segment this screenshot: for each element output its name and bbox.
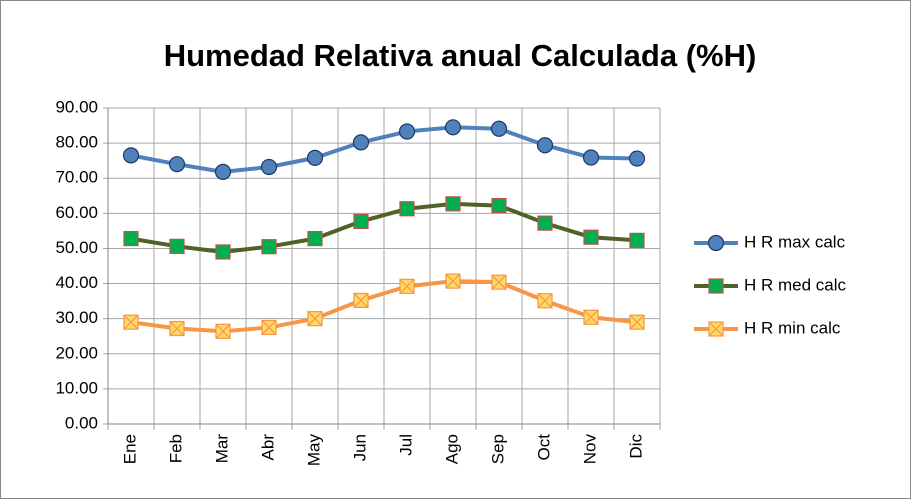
- marker: [629, 232, 645, 248]
- marker-box: [445, 196, 461, 212]
- x-tick-label: Dic: [626, 434, 645, 459]
- marker: [261, 319, 277, 336]
- marker-cross: [583, 309, 599, 325]
- marker: [260, 158, 278, 176]
- legend-label: H R max calc: [744, 232, 846, 251]
- marker: [583, 309, 599, 325]
- marker: [123, 314, 139, 330]
- y-tick-label: 60.00: [55, 203, 98, 222]
- y-tick-label: 30.00: [55, 308, 98, 327]
- marker-box: [537, 215, 553, 231]
- x-tick-label: Mar: [212, 434, 231, 464]
- marker: [708, 278, 724, 294]
- marker: [352, 134, 370, 151]
- marker-cross: [353, 292, 369, 308]
- x-tick-label: Jul: [396, 434, 415, 456]
- marker-cross: [261, 320, 277, 335]
- marker-cross: [123, 314, 139, 330]
- marker-box: [629, 232, 645, 248]
- marker-cross: [399, 278, 415, 294]
- marker: [628, 150, 646, 167]
- marker-box: [583, 229, 599, 245]
- marker: [445, 273, 461, 289]
- marker: [537, 215, 553, 231]
- marker-box: [261, 239, 277, 255]
- marker: [169, 320, 185, 337]
- marker: [707, 234, 725, 252]
- marker-cross: [307, 311, 323, 327]
- marker-cross: [537, 293, 553, 309]
- marker: [215, 323, 231, 339]
- x-tick-label: Nov: [580, 434, 599, 465]
- marker: [399, 201, 415, 217]
- marker: [169, 238, 185, 254]
- y-tick-label: 40.00: [55, 273, 98, 292]
- marker: [398, 123, 416, 140]
- x-tick-label: Ago: [442, 434, 461, 464]
- marker-box: [491, 198, 507, 214]
- marker-cross: [215, 323, 231, 339]
- marker: [537, 293, 553, 309]
- marker-box: [307, 231, 323, 247]
- marker-box: [123, 231, 139, 247]
- x-tick-label: Ene: [120, 434, 139, 464]
- marker-box: [215, 244, 231, 260]
- x-tick-label: Abr: [258, 434, 277, 461]
- legend-label: H R med calc: [744, 275, 847, 294]
- marker-box: [708, 278, 724, 294]
- series-line: [130, 201, 638, 254]
- marker: [629, 314, 645, 330]
- y-tick-label: 70.00: [55, 168, 98, 187]
- y-tick-label: 20.00: [55, 343, 98, 362]
- marker-box: [353, 213, 369, 230]
- x-tick-label: Feb: [166, 434, 185, 463]
- marker: [582, 149, 600, 166]
- x-tick-label: Jun: [350, 434, 369, 461]
- y-tick-label: 10.00: [55, 378, 98, 397]
- marker: [123, 231, 139, 247]
- marker-cross: [629, 314, 645, 330]
- y-tick-label: 0.00: [65, 413, 98, 432]
- marker-cross: [169, 321, 185, 336]
- marker: [491, 274, 507, 290]
- marker: [708, 321, 724, 337]
- y-tick-label: 90.00: [55, 97, 98, 116]
- y-tick-label: 50.00: [55, 238, 98, 257]
- series-line: [130, 279, 638, 334]
- marker-box: [399, 201, 415, 217]
- marker-box: [169, 238, 185, 254]
- marker: [490, 120, 508, 137]
- y-tick-label: 80.00: [55, 133, 98, 152]
- x-tick-label: Sep: [488, 434, 507, 464]
- legend-label: H R min calc: [744, 318, 841, 337]
- marker: [214, 163, 232, 181]
- marker: [353, 213, 369, 230]
- marker: [353, 292, 369, 309]
- marker-cross: [708, 321, 724, 337]
- marker: [583, 229, 599, 245]
- marker: [261, 239, 277, 255]
- chart-title: Humedad Relativa anual Calculada (%H): [164, 38, 757, 73]
- marker: [536, 137, 554, 154]
- marker: [122, 147, 140, 164]
- marker: [307, 311, 323, 327]
- marker: [444, 119, 462, 136]
- marker: [399, 278, 415, 294]
- marker: [306, 149, 324, 166]
- x-tick-label: Oct: [534, 434, 553, 461]
- x-tick-label: May: [304, 434, 323, 467]
- marker: [215, 244, 231, 260]
- marker: [307, 231, 323, 247]
- marker-cross: [491, 274, 507, 290]
- marker-cross: [445, 273, 461, 289]
- marker: [445, 196, 461, 212]
- marker: [168, 156, 186, 173]
- marker: [491, 198, 507, 214]
